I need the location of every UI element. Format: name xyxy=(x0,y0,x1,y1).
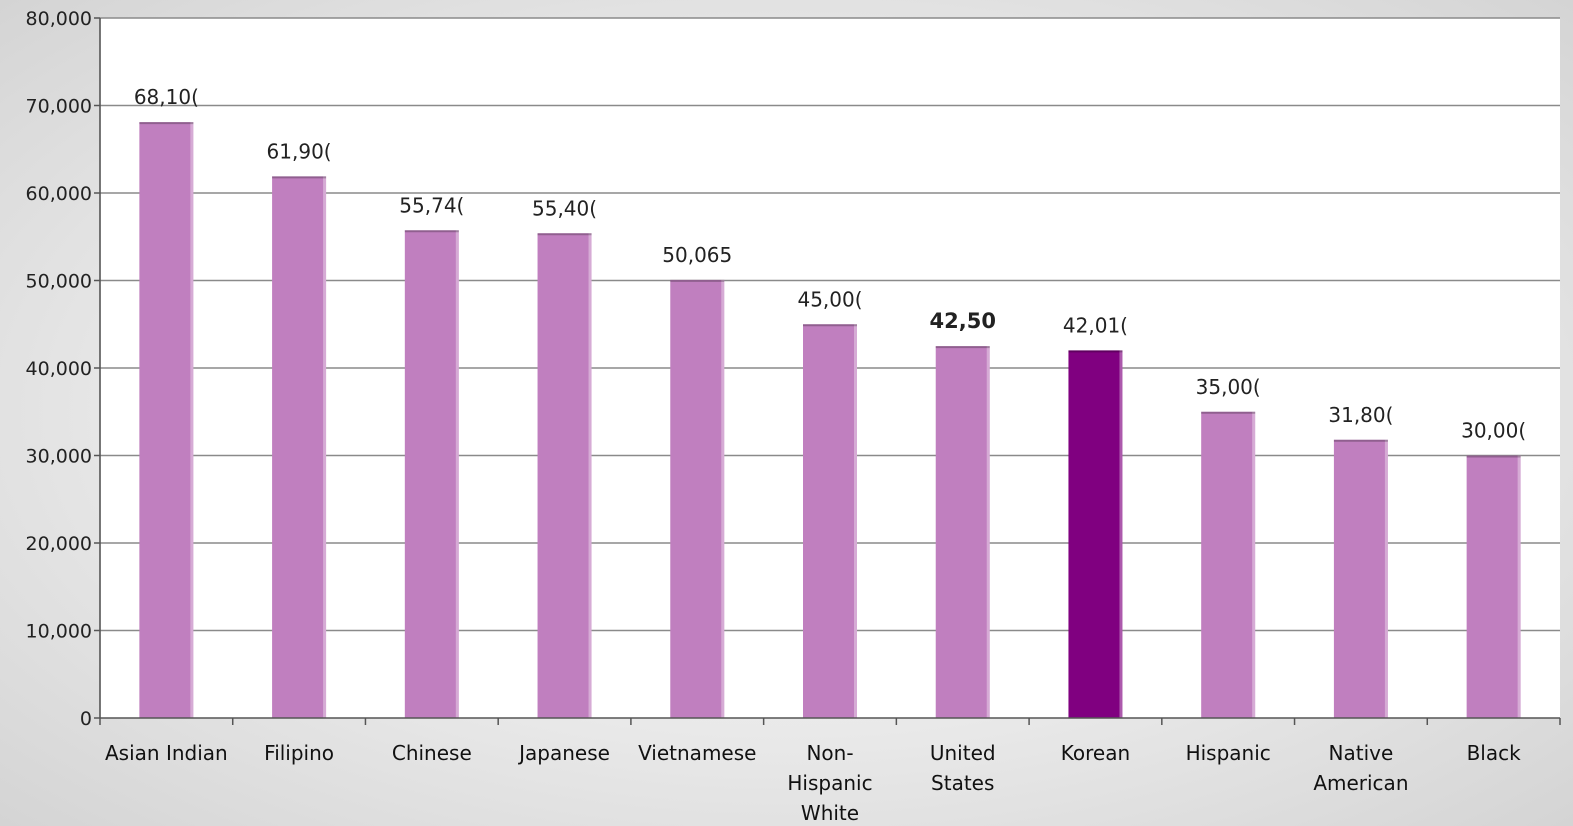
x-category-label: United States xyxy=(930,741,996,795)
x-category-label-line: Vietnamese xyxy=(638,741,756,765)
bar-highlight-edge xyxy=(1517,455,1521,718)
y-tick-label: 0 xyxy=(80,708,92,730)
bar-highlight-edge xyxy=(1252,411,1256,718)
y-tick-label: 60,000 xyxy=(26,183,92,205)
bar-highlight-edge xyxy=(588,233,592,718)
x-category-label: Vietnamese xyxy=(638,741,756,765)
x-category-label: Chinese xyxy=(392,741,472,765)
x-category-label-line: Hispanic xyxy=(1186,741,1271,765)
x-category-label: Japanese xyxy=(517,741,610,765)
bar xyxy=(272,176,327,718)
bar xyxy=(670,279,725,718)
data-label: 45,00( xyxy=(797,287,862,311)
x-category-label: Native American xyxy=(1313,741,1408,795)
data-label: 42,01( xyxy=(1063,313,1128,337)
data-label: 50,065 xyxy=(662,243,732,267)
x-category-label-line: Hispanic xyxy=(787,771,872,795)
x-category-label-line: States xyxy=(931,771,994,795)
bar-highlight-edge xyxy=(190,122,194,718)
y-tick-label: 70,000 xyxy=(26,96,92,118)
data-label: 31,80( xyxy=(1328,403,1393,427)
x-category-label: Non- Hispanic White xyxy=(787,741,872,825)
bar-highlight-edge xyxy=(323,176,327,718)
bar-highlight-edge xyxy=(854,324,857,718)
data-label: 68,10( xyxy=(134,85,199,109)
bar xyxy=(803,324,857,718)
bar xyxy=(404,230,459,718)
y-tick-label: 30,000 xyxy=(26,446,92,468)
bar xyxy=(935,346,990,718)
x-category-label-line: Korean xyxy=(1061,741,1130,765)
bar xyxy=(1201,411,1256,718)
x-category-label-line: Asian Indian xyxy=(105,741,228,765)
bar xyxy=(139,122,194,718)
bar xyxy=(1333,439,1388,718)
y-tick-label: 10,000 xyxy=(26,621,92,643)
data-label: 61,90( xyxy=(267,139,332,163)
x-category-label: Black xyxy=(1467,741,1522,765)
y-axis-ticks: 0 10,000 20,000 30,000 40,000 50,000 60,000 70,… xyxy=(26,8,100,730)
y-tick-label: 80,000 xyxy=(26,8,92,30)
data-labels: 68,10( 61,90( 55,74( 55,40( 50,065 45,00( 42,5… xyxy=(134,85,1526,442)
data-label: 35,00( xyxy=(1196,375,1261,399)
data-label: 30,00( xyxy=(1461,419,1526,443)
data-label: 55,74( xyxy=(399,193,464,217)
x-category-label-line: Japanese xyxy=(517,741,610,765)
y-tick-label: 40,000 xyxy=(26,358,92,380)
axes xyxy=(99,18,1561,725)
x-category-label: Hispanic xyxy=(1186,741,1271,765)
x-category-label-line: American xyxy=(1313,771,1408,795)
y-tick-label: 50,000 xyxy=(26,271,92,293)
data-label: 42,50 xyxy=(930,309,996,333)
x-category-label-line: White xyxy=(801,801,859,825)
x-category-label-line: Chinese xyxy=(392,741,472,765)
x-category-label-line: United xyxy=(930,741,996,765)
bar-highlight-edge xyxy=(986,346,990,718)
bars xyxy=(139,122,1521,718)
x-category-label: Filipino xyxy=(264,741,334,765)
bar-highlight-edge xyxy=(1119,350,1123,718)
bar-highlight-edge xyxy=(721,279,725,718)
x-category-label: Korean xyxy=(1061,741,1130,765)
x-category-label-line: Black xyxy=(1467,741,1522,765)
y-tick-label: 20,000 xyxy=(26,533,92,555)
bar xyxy=(1068,350,1123,718)
x-axis-categories: Asian Indian Filipino Chinese Japanese Vietn… xyxy=(105,741,1521,825)
bar xyxy=(537,233,592,718)
x-category-label-line: Non- xyxy=(806,741,853,765)
x-category-label-line: Filipino xyxy=(264,741,334,765)
x-category-label-line: Native xyxy=(1329,741,1394,765)
x-category-label: Asian Indian xyxy=(105,741,228,765)
bar-highlight-edge xyxy=(1384,439,1388,718)
bar xyxy=(1466,455,1521,718)
data-label: 55,40( xyxy=(532,196,597,220)
bar-highlight-edge xyxy=(455,230,459,718)
